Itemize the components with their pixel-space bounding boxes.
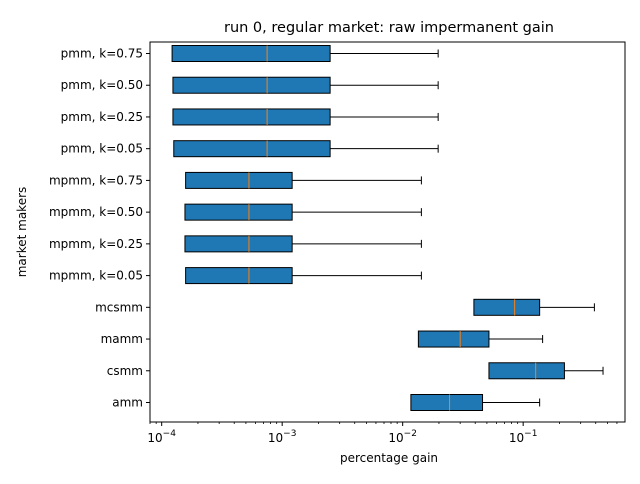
box-body <box>172 76 331 94</box>
x-tick-exponent: −1 <box>524 429 537 439</box>
x-tick-base: 10 <box>268 431 283 445</box>
y-tick-label: amm <box>112 396 143 410</box>
x-tick-base: 10 <box>509 431 524 445</box>
plot-frame <box>149 41 626 423</box>
box-0 <box>410 394 541 411</box>
y-tick-label: pmm, k=0.05 <box>61 142 143 156</box>
box-7 <box>185 171 422 189</box>
x-tick-base: 10 <box>147 431 162 445</box>
box-body <box>473 298 541 316</box>
box-3 <box>473 298 595 316</box>
box-body <box>184 235 293 253</box>
chart-title: run 0, regular market: raw impermanent g… <box>224 20 554 36</box>
x-tick-label: 10−2 <box>388 429 417 445</box>
box-body <box>488 362 565 380</box>
box-5 <box>184 235 422 253</box>
y-tick-label: mpmm, k=0.05 <box>49 269 143 283</box>
y-ticks-layer: amm csmm mamm mcsmm mpmm, k=0.05 mpmm, k=0.25… <box>49 47 150 410</box>
y-tick-label: pmm, k=0.25 <box>61 110 143 124</box>
box-11 <box>171 45 439 62</box>
x-tick-base: 10 <box>388 431 403 445</box>
y-tick-label: mcsmm <box>95 300 143 314</box>
box-2 <box>417 330 544 348</box>
boxes-layer <box>171 45 604 411</box>
box-body <box>185 267 293 285</box>
y-tick-label: pmm, k=0.50 <box>61 78 143 92</box>
box-body <box>185 171 293 189</box>
box-body <box>171 45 331 62</box>
y-tick-label: csmm <box>107 364 143 378</box>
box-body <box>417 330 490 348</box>
y-tick-label: pmm, k=0.75 <box>61 47 143 61</box>
y-tick-label: mpmm, k=0.75 <box>49 173 143 187</box>
y-tick-label: mpmm, k=0.50 <box>49 205 143 219</box>
x-tick-exponent: −2 <box>404 429 417 439</box>
x-ticks-layer: 10−4 10−3 10−2 10−1 <box>147 422 618 445</box>
y-tick-label: mpmm, k=0.25 <box>49 237 143 251</box>
box-4 <box>185 267 422 285</box>
x-tick-label: 10−1 <box>509 429 538 445</box>
box-6 <box>184 203 422 221</box>
box-10 <box>172 76 439 94</box>
box-8 <box>173 140 439 158</box>
box-body <box>410 394 484 411</box>
y-tick-label: mamm <box>101 332 143 346</box>
box-1 <box>488 362 604 380</box>
box-body <box>172 108 331 126</box>
x-tick-exponent: −3 <box>283 429 296 439</box>
y-axis-label: market makers <box>15 187 29 278</box>
x-axis-label: percentage gain <box>340 451 438 465</box>
box-body <box>184 203 293 221</box>
x-tick-label: 10−3 <box>268 429 297 445</box>
x-tick-exponent: −4 <box>163 429 177 439</box>
box-body <box>173 140 331 158</box>
box-9 <box>172 108 439 126</box>
x-tick-label: 10−4 <box>147 429 176 445</box>
